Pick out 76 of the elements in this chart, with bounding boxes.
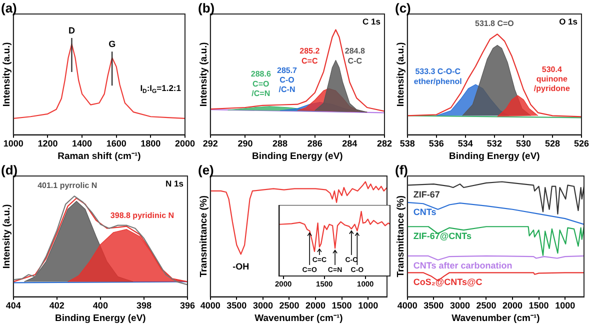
y-axis-title: Transmittance (%)	[198, 195, 210, 278]
x-tick-label: 3000	[450, 300, 470, 311]
chart-subtitle: N 1s	[166, 178, 184, 188]
x-axis-title: Wavenumber (cm⁻¹)	[452, 312, 540, 324]
series-label: 285.7 C-O /C-N	[276, 66, 298, 94]
series-label: CNTs after carbonation	[413, 260, 512, 270]
y-axis-title: Intensity (a.u.)	[1, 204, 12, 269]
x-tick-label: 1600	[106, 138, 126, 149]
y-axis-title: Intensity (a.u.)	[395, 42, 406, 107]
text: 531.8 C=O	[474, 18, 514, 28]
x-tick-label: 398	[136, 300, 152, 311]
x-tick-label: 4000	[200, 300, 220, 311]
x-tick-label: 288	[272, 138, 288, 149]
x-tick-label: 404	[6, 300, 21, 311]
y-axis-title: Intensity (a.u.)	[1, 42, 12, 107]
x-axis-title: Binding Energy (eV)	[252, 150, 343, 162]
y-axis-title: Intensity (a.u.)	[198, 42, 210, 107]
x-axis-title: Raman shift (cm⁻¹)	[58, 150, 141, 162]
x-tick-label: 528	[544, 138, 560, 149]
x-tick-label: 284	[342, 138, 358, 149]
series-label: CNTs	[413, 206, 436, 217]
x-axis-title: Binding Energy (eV)	[449, 150, 540, 162]
chart-subtitle: O 1s	[559, 16, 578, 26]
x-tick-label: 3500	[424, 300, 444, 311]
series-label: ZIF-67	[413, 190, 440, 200]
x-tick-label: 1800	[140, 138, 161, 149]
annotation: -OH	[232, 262, 250, 272]
x-tick-label: 3500	[226, 300, 247, 311]
chart-title: (e)	[198, 162, 214, 178]
chart-title: (a)	[1, 0, 17, 16]
chart-title: (c)	[395, 0, 411, 16]
chart-title: (f)	[395, 162, 408, 178]
x-tick-label: 4000	[397, 300, 418, 311]
x-tick-label: 1000	[358, 300, 378, 311]
x-tick-label: 402	[49, 300, 64, 311]
x-axis-title: Wavenumber (cm⁻¹)	[254, 312, 343, 324]
annotation: G	[108, 39, 116, 50]
x-tick-label: 1000	[3, 138, 24, 149]
series-label: 533.3 C-O-C ether/phenol	[414, 67, 462, 86]
x-tick-label: 1500	[528, 300, 549, 311]
x-tick-label: 396	[180, 300, 196, 311]
x-tick-label: 538	[400, 138, 415, 149]
series-label: 288.6 C=O /C=N	[250, 70, 272, 98]
x-tick-label: 290	[238, 138, 253, 149]
x-tick-label: 286	[307, 138, 322, 149]
x-tick-label: 1000	[555, 300, 576, 311]
x-tick-label: 1500	[332, 300, 352, 311]
x-tick-label: 532	[486, 138, 502, 149]
x-tick-label: 526	[574, 138, 590, 149]
chart-title: (b)	[198, 0, 215, 16]
x-tick-label: 2000	[306, 300, 326, 311]
x-tick-label: 536	[428, 138, 444, 149]
series-label: ZIF-67@CNTs	[413, 231, 472, 242]
series-label: CoS₂@CNTs@C	[413, 277, 483, 288]
text: 285.2 C=C	[300, 46, 320, 66]
x-tick-label: 2500	[476, 300, 496, 311]
x-tick-label: 1200	[38, 138, 58, 149]
x-tick-label: 292	[202, 138, 218, 149]
x-tick-label: 1400	[72, 138, 92, 149]
chart-subtitle: C 1s	[362, 16, 381, 26]
x-axis-title: Binding Energy (eV)	[55, 312, 146, 324]
series-label: 530.4 quinone /pyridone	[534, 64, 570, 94]
x-tick-label: 534	[458, 138, 473, 149]
x-tick-label: 2000	[174, 138, 196, 149]
annotation: D	[68, 25, 76, 36]
x-tick-label: 400	[92, 300, 108, 311]
chart-title: (d)	[1, 162, 18, 178]
series-label: 284.8 C-C	[344, 46, 366, 66]
y-axis-title: Transmittance (%)	[395, 195, 406, 278]
x-tick-label: 3000	[252, 300, 273, 311]
text: 401.1 pyrrolic N	[38, 180, 98, 190]
x-tick-label: 2500	[279, 300, 300, 311]
x-tick-label: 2000	[502, 300, 523, 311]
x-tick-label: 530	[516, 138, 531, 149]
series-label: 398.8 pyridinic N	[110, 211, 174, 220]
x-tick-label: 282	[376, 138, 392, 149]
